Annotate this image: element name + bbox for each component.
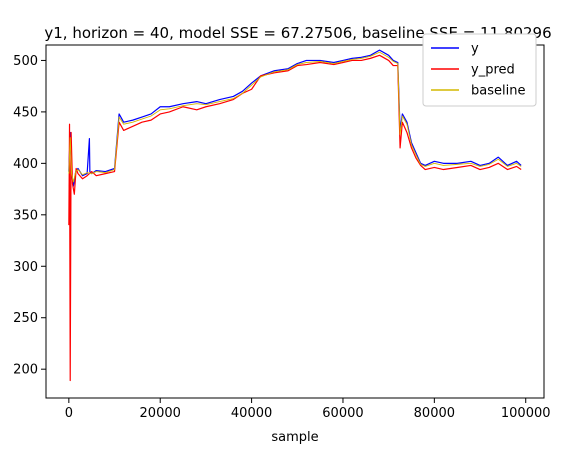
x-tick-label: 0 (65, 406, 73, 421)
legend-label-baseline: baseline (471, 84, 525, 99)
y-tick-label: 500 (13, 54, 38, 69)
x-tick-label: 60000 (322, 406, 363, 421)
x-axis: 0 20000 40000 60000 80000 100000 (65, 398, 551, 421)
x-axis-label: sample (271, 430, 318, 445)
y-tick-label: 200 (13, 363, 38, 378)
legend: y y_pred baseline (422, 33, 537, 107)
series-line-y-pred (68, 54, 522, 382)
x-tick-label: 80000 (414, 406, 455, 421)
series-layer (68, 49, 522, 382)
y-tick-label: 250 (13, 311, 38, 326)
y-tick-label: 300 (13, 260, 38, 275)
legend-box (422, 33, 537, 107)
y-tick-label: 400 (13, 157, 38, 172)
y-tick-label: 350 (13, 208, 38, 223)
x-tick-label: 40000 (231, 406, 272, 421)
legend-label-y: y (471, 42, 479, 57)
plot-frame (45, 44, 545, 399)
y-tick-label: 450 (13, 105, 38, 120)
series-line-baseline (68, 51, 522, 183)
x-tick-label: 100000 (501, 406, 551, 421)
legend-label-y-pred: y_pred (471, 63, 515, 78)
y-axis: 200 250 300 350 400 450 500 (13, 54, 46, 378)
x-tick-label: 20000 (140, 406, 181, 421)
